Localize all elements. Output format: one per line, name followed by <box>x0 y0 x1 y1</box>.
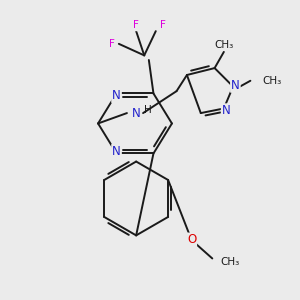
Text: N: N <box>132 106 140 120</box>
Text: F: F <box>133 20 139 30</box>
Text: N: N <box>112 89 121 102</box>
Text: CH₃: CH₃ <box>214 40 233 50</box>
Text: H: H <box>144 105 152 115</box>
Text: N: N <box>112 145 121 158</box>
Text: N: N <box>231 79 240 92</box>
Text: F: F <box>160 20 166 30</box>
Text: O: O <box>187 233 196 247</box>
Text: CH₃: CH₃ <box>262 76 281 86</box>
Text: F: F <box>109 39 115 49</box>
Text: N: N <box>222 104 230 117</box>
Text: CH₃: CH₃ <box>220 257 240 267</box>
